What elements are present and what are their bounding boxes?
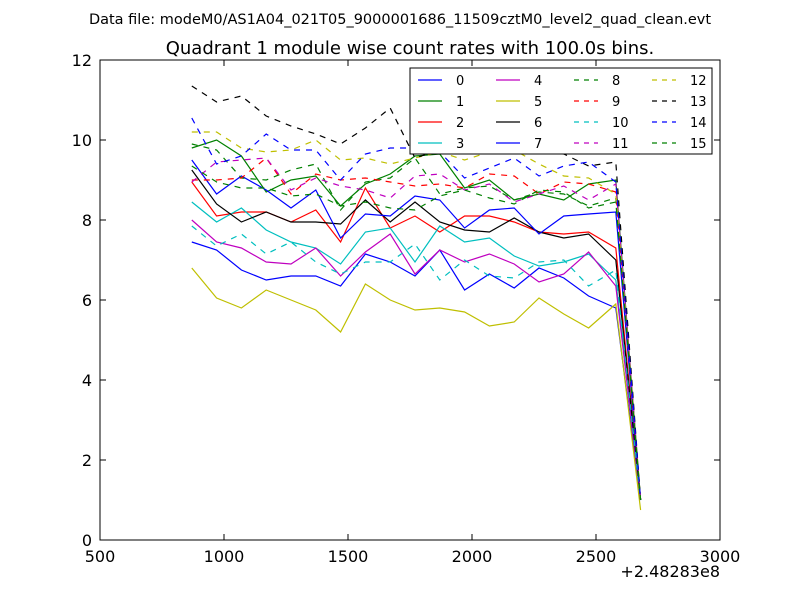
legend-label-7: 7 [534, 137, 542, 152]
series-line-0 [191, 241, 642, 501]
legend-label-4: 4 [534, 74, 542, 89]
chart-suptitle: Data file: modeM0/AS1A04_021T05_90000016… [89, 12, 711, 28]
legend-label-1: 1 [456, 95, 464, 110]
legend-label-3: 3 [456, 137, 464, 152]
chart-title: Quadrant 1 module wise count rates with … [166, 38, 655, 59]
legend-label-11: 11 [612, 137, 629, 152]
x-tick-label: 2000 [452, 547, 493, 566]
series-line-11 [191, 157, 642, 501]
x-tick-label: 3000 [700, 547, 741, 566]
legend-label-10: 10 [612, 116, 629, 131]
legend-box [409, 67, 713, 155]
legend-label-5: 5 [534, 95, 542, 110]
y-tick-label: 8 [82, 211, 92, 230]
legend-label-6: 6 [534, 116, 542, 131]
series-line-5 [191, 267, 642, 511]
series-line-9 [191, 157, 642, 501]
legend-label-2: 2 [456, 116, 464, 131]
x-tick-label: 500 [85, 547, 116, 566]
series-line-6 [191, 169, 642, 501]
series-line-1 [191, 139, 642, 501]
y-tick-label: 6 [82, 291, 92, 310]
y-tick-label: 12 [72, 51, 92, 70]
series-line-4 [191, 219, 642, 501]
series-line-15 [191, 165, 642, 501]
series-line-12 [191, 131, 642, 501]
series-line-10 [191, 225, 642, 501]
x-tick-label: 2500 [576, 547, 617, 566]
series-line-14 [191, 117, 642, 501]
x-tick-label: 1500 [328, 547, 369, 566]
y-tick-label: 4 [82, 371, 92, 390]
series-line-3 [191, 201, 642, 501]
series-line-2 [191, 181, 642, 501]
y-tick-label: 0 [82, 531, 92, 550]
legend-label-13: 13 [690, 95, 707, 110]
series-line-8 [191, 143, 642, 501]
legend-label-9: 9 [612, 95, 620, 110]
y-tick-label: 10 [72, 131, 92, 150]
legend-label-8: 8 [612, 74, 620, 89]
x-tick-label: 1000 [204, 547, 245, 566]
legend-label-0: 0 [456, 74, 464, 89]
series-line-7 [191, 159, 642, 501]
y-tick-label: 2 [82, 451, 92, 470]
legend-label-12: 12 [690, 74, 707, 89]
x-offset-label: +2.48283e8 [620, 562, 720, 581]
legend-label-14: 14 [690, 116, 707, 131]
legend-label-15: 15 [690, 137, 707, 152]
